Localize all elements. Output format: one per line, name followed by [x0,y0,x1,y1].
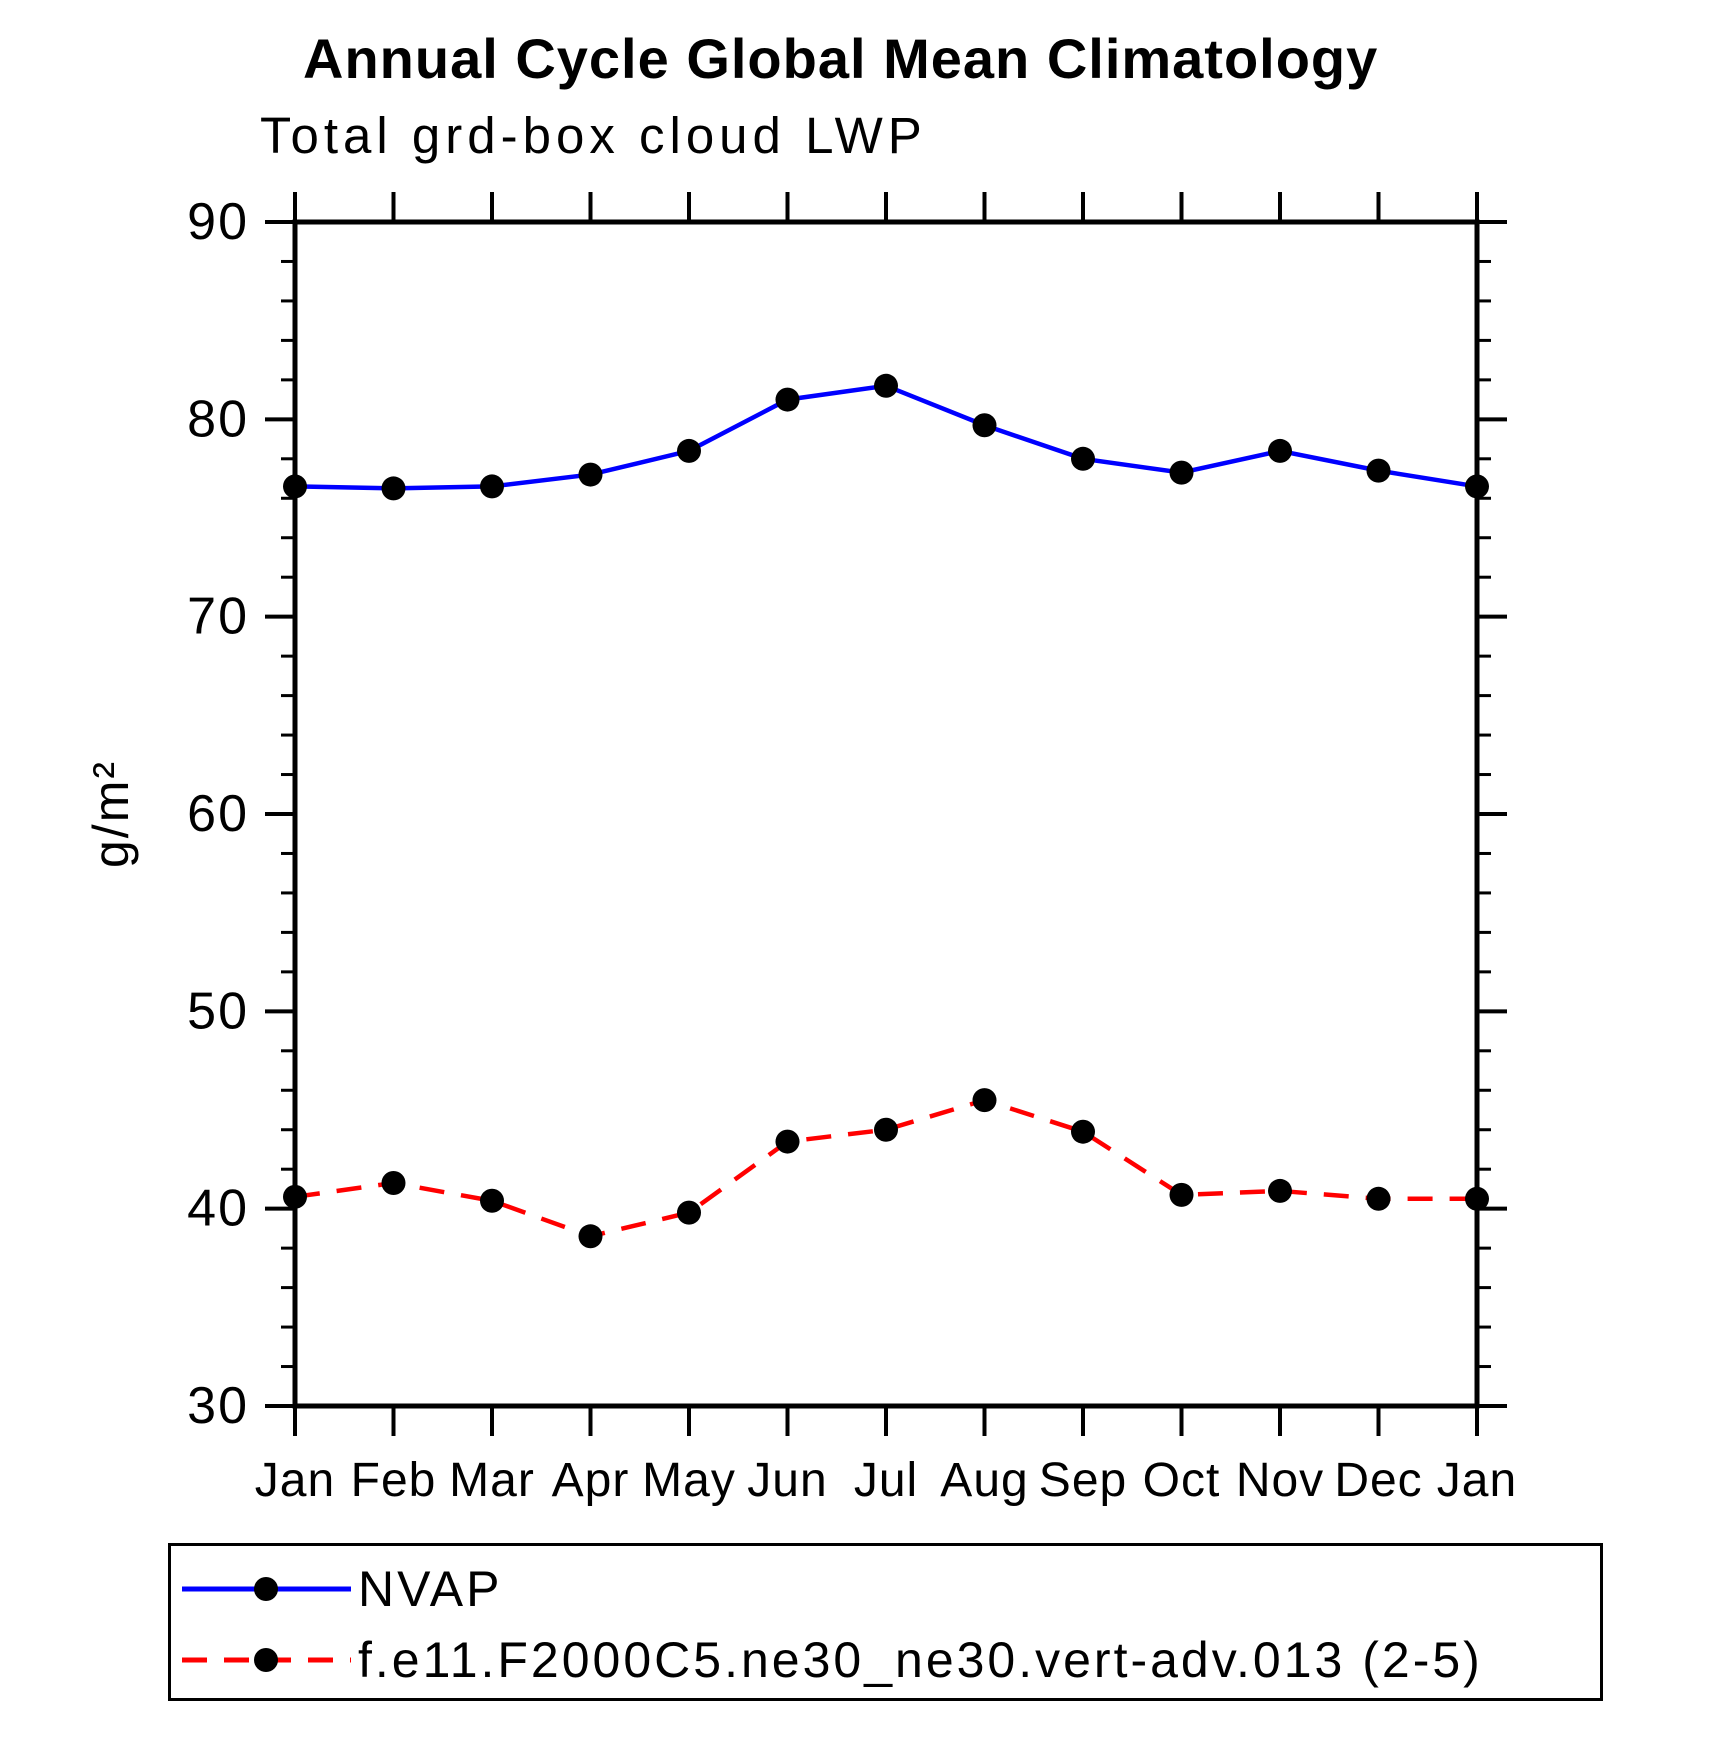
x-tick-label: May [642,1454,736,1507]
y-tick-label: 90 [187,193,249,251]
series-0-point-Mar [480,474,504,499]
series-line-0 [294,383,1478,491]
model-line-sample [182,1648,351,1672]
x-tick-label: Mar [449,1454,535,1507]
x-tick-label: Dec [1334,1454,1422,1507]
x-tick-label: Apr [552,1454,630,1507]
y-tick-label: 30 [187,1377,249,1435]
series-1-point-May [677,1200,701,1225]
series-1-point-Jan [1465,1186,1489,1211]
model-sample-marker [254,1648,278,1672]
legend-label-model: f.e11.F2000C5.ne30_ne30.vert-adv.013 (2-… [358,1632,1483,1688]
legend-entry-model: f.e11.F2000C5.ne30_ne30.vert-adv.013 (2-… [179,1632,1483,1688]
series-0-point-Dec [1366,458,1391,483]
legend-box: NVAP f.e11.F2000C5.ne30_ne30.vert-adv.01… [168,1543,1603,1701]
series-1-point-Mar [480,1188,504,1213]
series-1-point-Jun [775,1129,800,1154]
series-1-point-Oct [1169,1182,1194,1207]
x-tick-label: Jan [1437,1454,1517,1507]
series-0-point-Jun [775,387,800,412]
nvap-line-sample [182,1577,351,1601]
legend-entry-nvap: NVAP [179,1561,503,1617]
y-axis-title: g/m² [83,760,139,868]
x-tick-label: Jul [854,1454,918,1507]
y-tick-label: 70 [187,588,249,646]
x-tick-label: Oct [1143,1454,1221,1507]
chart-subtitle: Total grd-box cloud LWP [260,107,927,164]
series-0-point-Nov [1268,438,1292,463]
series-1-point-Aug [972,1088,997,1113]
x-tick-label: Jun [747,1454,827,1507]
series-0-point-Feb [381,476,406,501]
y-tick-label: 60 [187,785,249,843]
x-tick-label: Nov [1236,1454,1324,1507]
legend-label-nvap: NVAP [358,1561,503,1617]
series-1-point-Feb [381,1171,406,1196]
series-1-point-Apr [578,1224,603,1249]
series-1-point-Jan [283,1184,307,1209]
chart-title: Annual Cycle Global Mean Climatology [303,27,1379,90]
y-tick-label: 40 [187,1180,249,1238]
x-tick-label: Jan [255,1454,335,1507]
series-0-point-Aug [972,413,997,438]
series-0-point-May [677,438,701,463]
y-tick-label: 50 [187,982,249,1040]
series-1-point-Nov [1268,1178,1292,1203]
series-0-point-Sep [1071,446,1095,471]
nvap-sample-marker [254,1577,278,1601]
x-tick-label: Aug [940,1454,1028,1507]
series-1-point-Sep [1071,1119,1095,1144]
series-1-point-Jul [874,1117,898,1142]
x-tick-label: Sep [1039,1454,1127,1507]
series-1-point-Dec [1366,1186,1391,1211]
x-tick-label: Feb [351,1454,437,1507]
series-0-point-Jul [874,373,898,398]
plot-frame [292,219,1480,1409]
series-0-point-Oct [1169,460,1194,485]
series-0-point-Jan [283,474,307,499]
series-0-point-Jan [1465,474,1489,499]
series-0-point-Apr [578,462,603,487]
y-tick-label: 80 [187,390,249,448]
